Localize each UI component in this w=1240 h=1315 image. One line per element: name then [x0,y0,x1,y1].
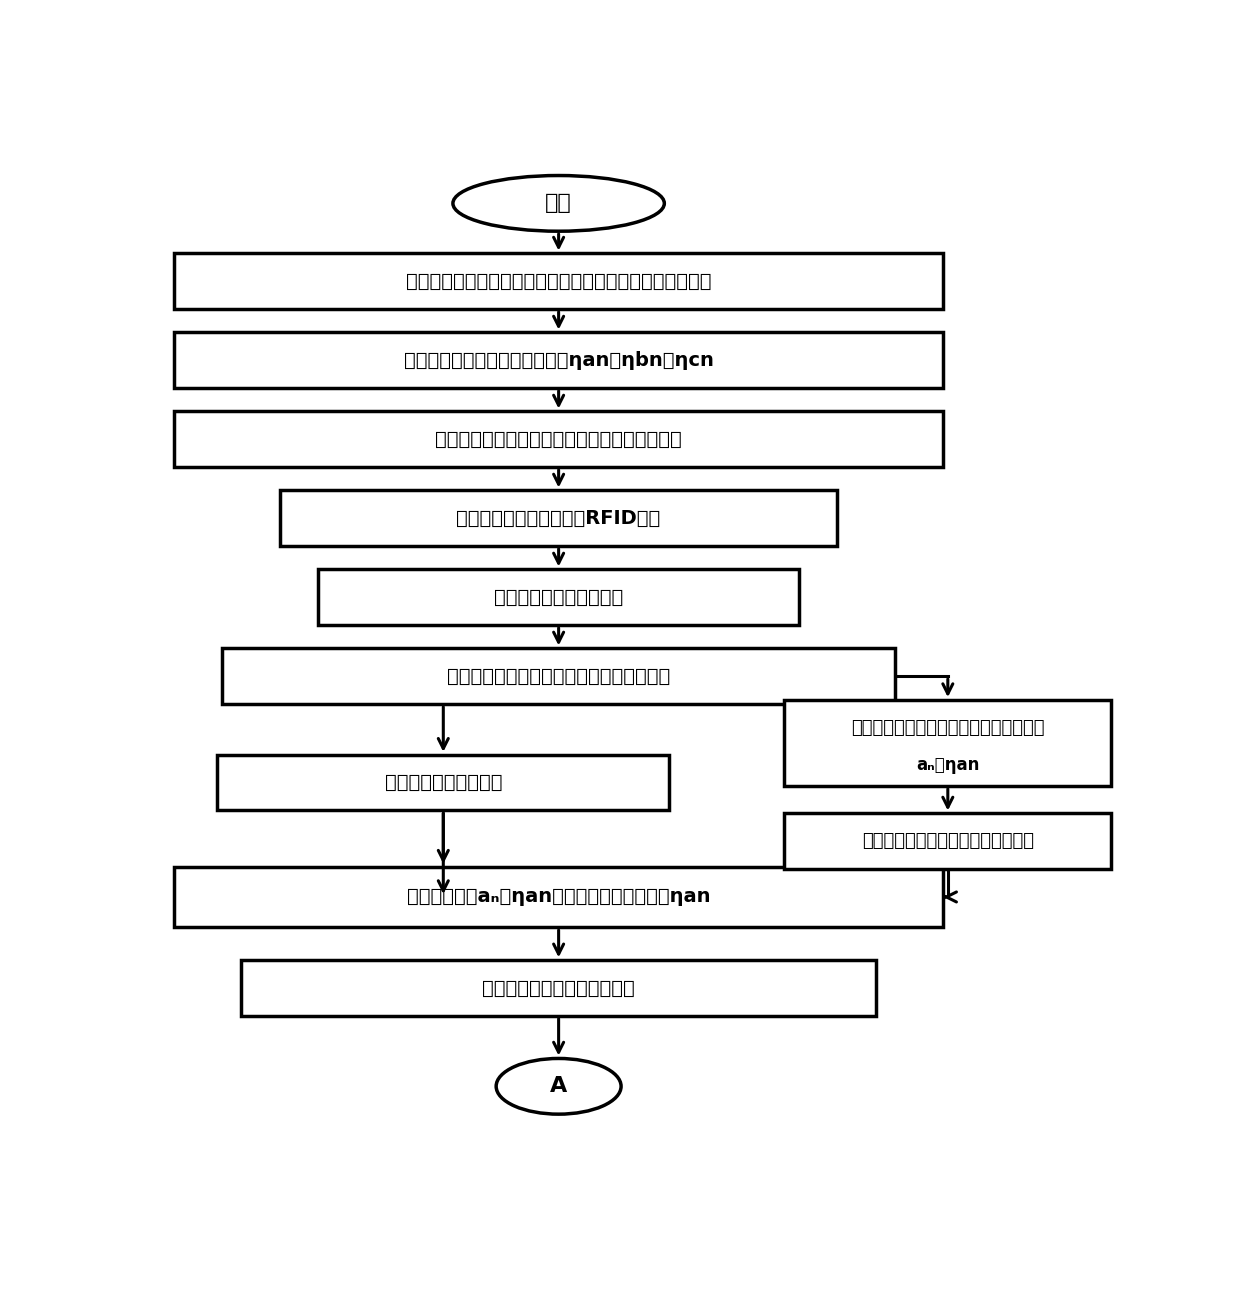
Text: 工单加工信息，加工进度变量与工单识别码绑定: 工单加工信息，加工进度变量与工单识别码绑定 [435,430,682,448]
Text: 开始: 开始 [546,193,572,213]
Ellipse shape [453,175,665,231]
Bar [174,412,942,467]
Bar [174,867,942,927]
Text: 定义工单识别码，加工进度变量ηan、ηbn、ηcn: 定义工单识别码，加工进度变量ηan、ηbn、ηcn [404,351,713,370]
Text: 服务器接收数据，进行加工信息精确匹配: 服务器接收数据，进行加工信息精确匹配 [851,718,1044,736]
Bar [174,254,942,309]
Text: 系统排产，生成工单数据池，加工工单序列，工单加工信息: 系统排产，生成工单数据池，加工工单序列，工单加工信息 [405,272,712,291]
Bar [785,700,1111,786]
Bar [217,755,670,810]
Text: 将识别码上传至服务器系统，请求信息匹配: 将识别码上传至服务器系统，请求信息匹配 [446,667,671,685]
Text: aₙ、ηan: aₙ、ηan [916,756,980,773]
Text: 喷码单元根据aₙ、ηan执行喷码，并实时更新ηan: 喷码单元根据aₙ、ηan执行喷码，并实时更新ηan [407,888,711,906]
Text: 喷码单元进入加工等待: 喷码单元进入加工等待 [384,773,502,792]
Bar [174,333,942,388]
Text: 服务器系统对喷码单元进行信息反馈: 服务器系统对喷码单元进行信息反馈 [862,832,1034,851]
Text: 固定携带有工单识别码的RFID标签: 固定携带有工单识别码的RFID标签 [456,509,661,527]
Text: A: A [551,1076,567,1097]
Bar [785,814,1111,869]
Ellipse shape [496,1059,621,1114]
Text: 背板加工单元获取工单识别码: 背板加工单元获取工单识别码 [482,978,635,998]
Bar [242,960,875,1016]
Bar [280,490,837,546]
Bar [319,569,799,625]
Text: 喷码单元获取工单识别码: 喷码单元获取工单识别码 [494,588,624,606]
Bar [222,648,895,704]
